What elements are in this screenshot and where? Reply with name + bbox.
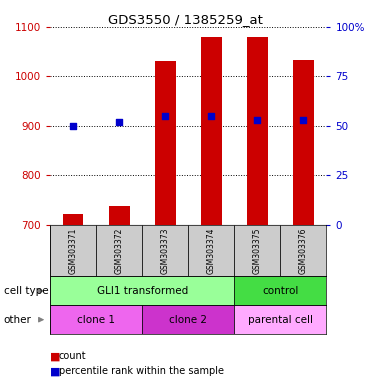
Point (255, 117, 260, 123)
Point (162, 113, 168, 119)
Text: control: control (262, 286, 299, 296)
Text: cell type: cell type (4, 286, 48, 296)
Point (301, 117, 306, 123)
Bar (50, 276, 234, 305)
Bar (155, 61, 175, 225)
Text: count: count (59, 351, 86, 361)
Text: ■: ■ (50, 351, 60, 361)
Bar (109, 206, 129, 225)
Text: other: other (4, 314, 32, 325)
Bar (63, 214, 83, 225)
Text: GSM303373: GSM303373 (161, 227, 170, 274)
Text: GDS3550 / 1385259_at: GDS3550 / 1385259_at (108, 13, 263, 26)
Bar (201, 37, 222, 225)
Bar (234, 225, 280, 276)
Bar (280, 225, 326, 276)
Bar (142, 225, 188, 276)
Point (209, 113, 214, 119)
Point (116, 119, 122, 125)
Text: GSM303372: GSM303372 (115, 227, 124, 274)
Bar (247, 37, 268, 225)
Text: GSM303371: GSM303371 (69, 227, 78, 274)
Bar (142, 305, 234, 334)
Bar (234, 305, 326, 334)
Bar (96, 225, 142, 276)
Point (70, 123, 76, 129)
Text: GSM303374: GSM303374 (207, 227, 216, 274)
Bar (50, 225, 96, 276)
Text: GSM303376: GSM303376 (299, 227, 308, 274)
Bar (50, 305, 142, 334)
Text: parental cell: parental cell (248, 314, 313, 325)
Bar (188, 225, 234, 276)
Text: clone 2: clone 2 (169, 314, 207, 325)
Bar (234, 276, 326, 305)
Bar (293, 61, 314, 225)
Text: clone 1: clone 1 (77, 314, 115, 325)
Text: GSM303375: GSM303375 (253, 227, 262, 274)
Text: ■: ■ (50, 366, 60, 376)
Text: GLI1 transformed: GLI1 transformed (96, 286, 188, 296)
Text: percentile rank within the sample: percentile rank within the sample (59, 366, 224, 376)
